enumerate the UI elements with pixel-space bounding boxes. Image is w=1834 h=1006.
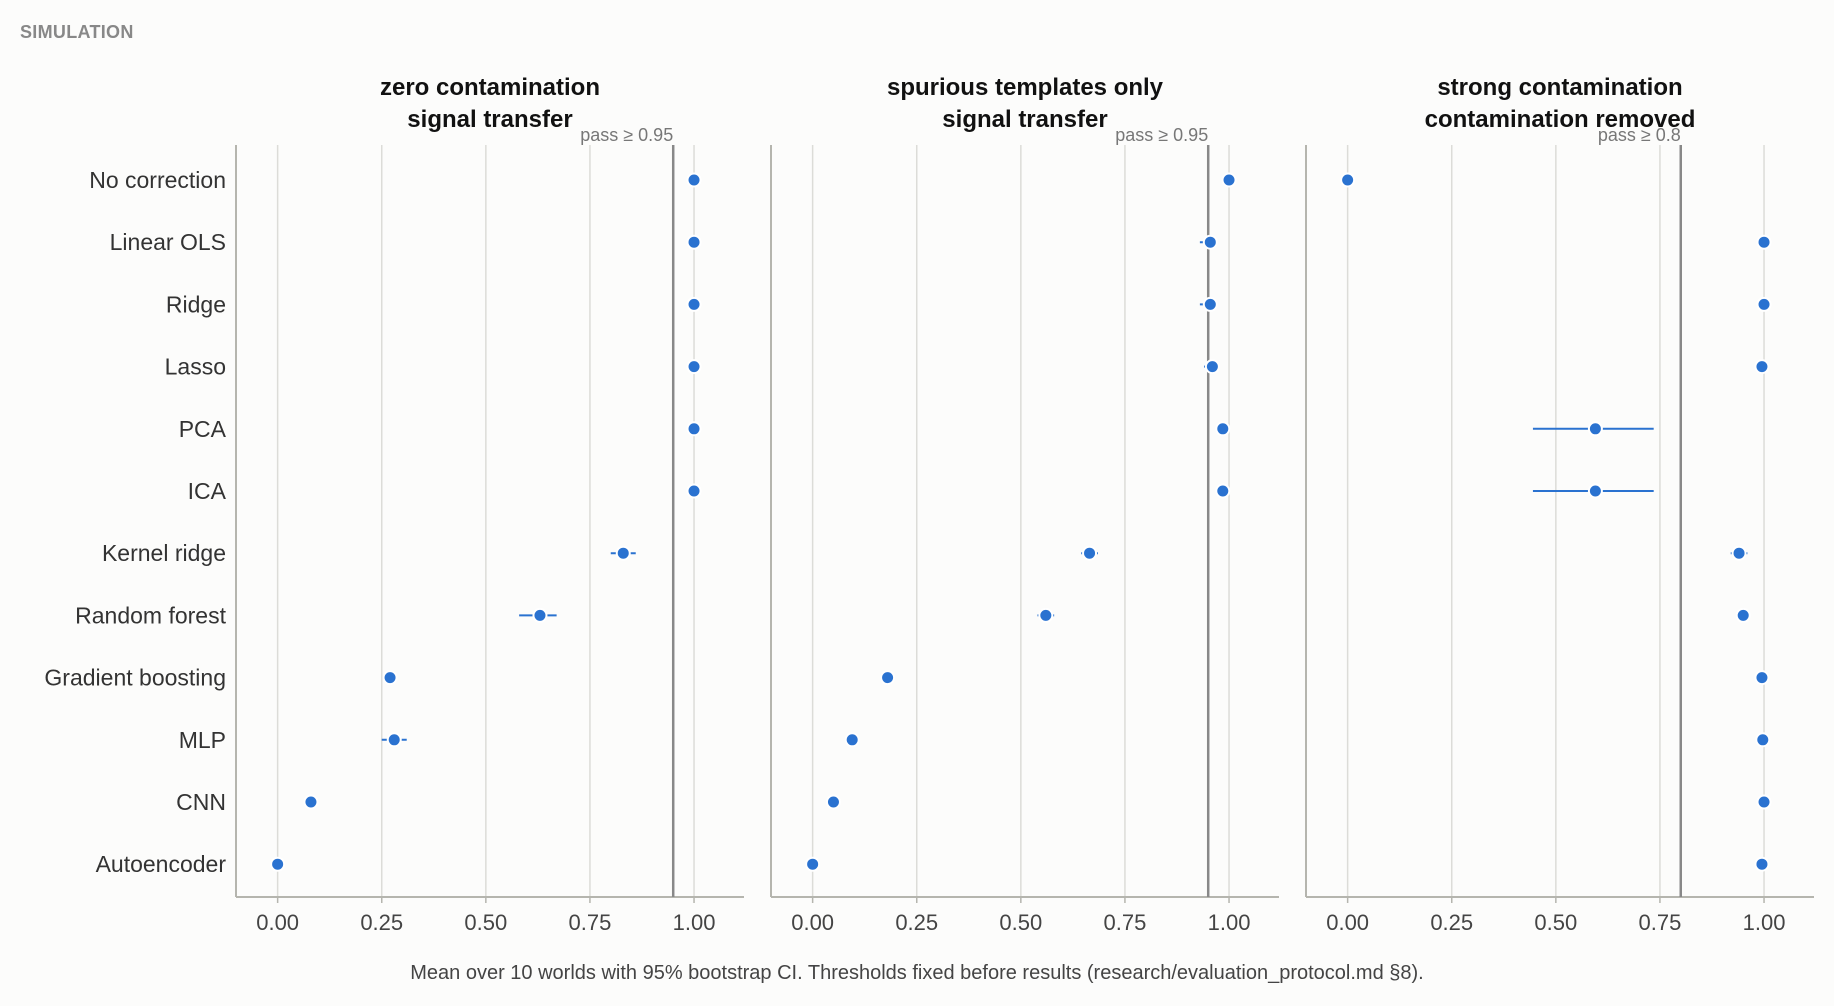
x-tick-label: 0.25 xyxy=(360,910,403,935)
category-label: PCA xyxy=(179,416,227,442)
x-tick-label: 1.00 xyxy=(673,910,716,935)
data-point xyxy=(1202,296,1218,312)
x-tick-label: 0.00 xyxy=(1326,910,1369,935)
data-point xyxy=(1204,359,1220,375)
data-point xyxy=(1202,234,1218,250)
category-label: CNN xyxy=(176,789,226,815)
data-point xyxy=(686,296,702,312)
data-point xyxy=(844,732,860,748)
x-tick-label: 1.00 xyxy=(1208,910,1251,935)
category-label: Lasso xyxy=(165,354,226,380)
data-point xyxy=(303,794,319,810)
threshold-label: pass ≥ 0.8 xyxy=(1598,125,1681,145)
data-point xyxy=(1756,234,1772,250)
data-point xyxy=(1755,732,1771,748)
data-point xyxy=(686,483,702,499)
threshold-label: pass ≥ 0.95 xyxy=(1115,125,1208,145)
threshold-label: pass ≥ 0.95 xyxy=(580,125,673,145)
category-label: Linear OLS xyxy=(110,229,226,255)
panel-subtitle: signal transfer xyxy=(407,106,572,133)
data-point xyxy=(1756,296,1772,312)
data-point xyxy=(686,234,702,250)
data-point xyxy=(1221,172,1237,188)
data-point xyxy=(1754,670,1770,686)
data-point xyxy=(805,856,821,872)
x-tick-label: 0.50 xyxy=(1534,910,1577,935)
category-label: MLP xyxy=(179,727,226,753)
category-label: Gradient boosting xyxy=(44,665,226,691)
data-point xyxy=(1082,545,1098,561)
panel-title: strong contamination xyxy=(1437,74,1682,101)
x-tick-label: 0.00 xyxy=(256,910,299,935)
x-tick-label: 0.25 xyxy=(1430,910,1473,935)
data-point xyxy=(1731,545,1747,561)
x-tick-label: 0.50 xyxy=(999,910,1042,935)
category-label: Ridge xyxy=(166,291,226,317)
data-point xyxy=(1215,421,1231,437)
x-tick-label: 1.00 xyxy=(1743,910,1786,935)
data-point xyxy=(532,607,548,623)
data-point xyxy=(1754,856,1770,872)
data-point xyxy=(880,670,896,686)
data-point xyxy=(1756,794,1772,810)
data-point xyxy=(825,794,841,810)
data-point xyxy=(1038,607,1054,623)
section-label: SIMULATION xyxy=(20,22,134,42)
data-point xyxy=(1587,421,1603,437)
x-tick-label: 0.50 xyxy=(464,910,507,935)
x-tick-label: 0.75 xyxy=(1639,910,1682,935)
category-label: No correction xyxy=(89,167,226,193)
data-point xyxy=(382,670,398,686)
data-point xyxy=(270,856,286,872)
data-point xyxy=(686,359,702,375)
panel-title: zero contamination xyxy=(380,74,600,101)
data-point xyxy=(1754,359,1770,375)
data-point xyxy=(615,545,631,561)
data-point xyxy=(386,732,402,748)
data-point xyxy=(686,421,702,437)
data-point xyxy=(1215,483,1231,499)
x-tick-label: 0.00 xyxy=(791,910,834,935)
chart-caption: Mean over 10 worlds with 95% bootstrap C… xyxy=(410,962,1424,984)
category-label: Kernel ridge xyxy=(102,540,226,566)
category-label: ICA xyxy=(188,478,227,504)
x-tick-label: 0.75 xyxy=(1104,910,1147,935)
data-point xyxy=(1587,483,1603,499)
panel-subtitle: signal transfer xyxy=(942,106,1107,133)
category-label: Random forest xyxy=(75,602,226,628)
category-label: Autoencoder xyxy=(96,851,227,877)
data-point xyxy=(1340,172,1356,188)
x-tick-label: 0.25 xyxy=(895,910,938,935)
x-tick-label: 0.75 xyxy=(569,910,612,935)
panel-title: spurious templates only xyxy=(887,74,1164,101)
panel-subtitle: contamination removed xyxy=(1425,106,1696,133)
data-point xyxy=(1735,607,1751,623)
data-point xyxy=(686,172,702,188)
